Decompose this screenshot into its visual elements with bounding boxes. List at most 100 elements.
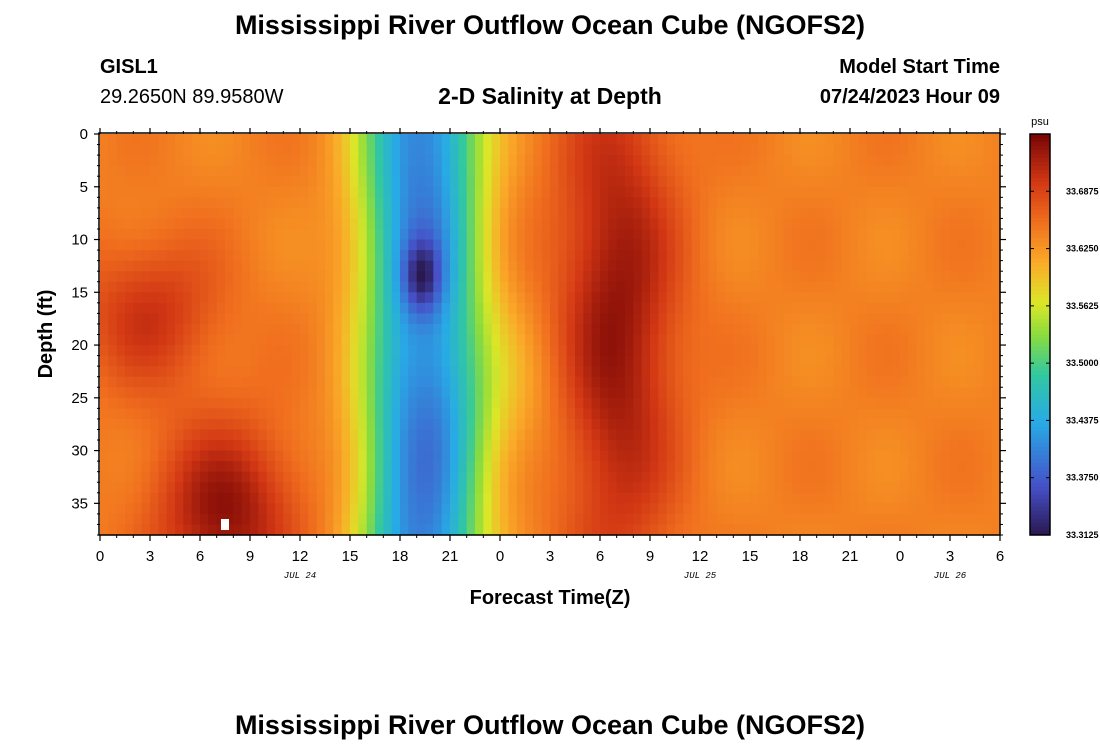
heatmap-cell	[591, 323, 601, 336]
heatmap-cell	[675, 334, 684, 346]
heatmap-cell	[575, 524, 584, 536]
heatmap-cell	[891, 155, 901, 167]
heatmap-cell	[925, 176, 934, 188]
heatmap-cell	[650, 292, 659, 304]
heatmap-cell	[316, 408, 326, 420]
heatmap-cell	[375, 408, 384, 420]
heatmap-cell	[633, 176, 643, 188]
heatmap-cell	[950, 260, 959, 272]
heatmap-cell	[625, 218, 634, 230]
heatmap-cell	[766, 492, 776, 504]
heatmap-cell	[833, 176, 843, 188]
heatmap-cell	[616, 186, 626, 198]
heatmap-cell	[983, 313, 993, 325]
heatmap-cell	[850, 155, 859, 167]
heatmap-cell	[183, 524, 193, 536]
heatmap-cell	[416, 165, 426, 177]
heatmap-cell	[908, 250, 918, 262]
heatmap-cell	[650, 418, 659, 431]
heatmap-cell	[216, 440, 226, 452]
heatmap-cell	[383, 250, 393, 262]
heatmap-cell	[841, 323, 851, 336]
heatmap-cell	[133, 482, 143, 494]
heatmap-cell	[458, 503, 468, 515]
heatmap-cell	[250, 271, 259, 283]
heatmap-cell	[958, 250, 968, 262]
heatmap-cell	[383, 450, 393, 462]
heatmap-cell	[908, 302, 918, 314]
heatmap-cell	[300, 207, 309, 220]
heatmap-cell	[525, 397, 534, 409]
x-tick-label: 0	[896, 548, 904, 565]
heatmap-cell	[400, 513, 409, 526]
heatmap-cell	[566, 376, 576, 388]
heatmap-cell	[316, 345, 326, 357]
heatmap-cell	[841, 281, 851, 293]
heatmap-cell	[950, 271, 959, 283]
heatmap-cell	[941, 418, 951, 431]
heatmap-cell	[850, 397, 859, 409]
heatmap-cell	[183, 186, 193, 198]
heatmap-cell	[133, 250, 143, 262]
heatmap-cell	[366, 218, 376, 230]
heatmap-cell	[600, 397, 609, 409]
heatmap-cell	[741, 461, 751, 473]
heatmap-cell	[908, 387, 918, 399]
heatmap-cell	[975, 471, 984, 483]
heatmap-cell	[375, 250, 384, 262]
heatmap-cell	[150, 176, 159, 188]
heatmap-cell	[583, 302, 593, 314]
heatmap-cell	[716, 281, 726, 293]
heatmap-cell	[591, 397, 601, 409]
heatmap-cell	[308, 323, 318, 336]
heatmap-cell	[741, 176, 751, 188]
heatmap-cell	[450, 376, 459, 388]
heatmap-cell	[625, 408, 634, 420]
heatmap-cell	[575, 376, 584, 388]
heatmap-cell	[966, 376, 976, 388]
heatmap-cell	[658, 250, 668, 262]
heatmap-cell	[383, 186, 393, 198]
colorbar-swatch	[1030, 482, 1050, 488]
heatmap-cell	[408, 260, 418, 272]
colorbar-swatch	[1030, 174, 1050, 179]
heatmap-cell	[625, 239, 634, 251]
heatmap-cell	[516, 376, 526, 388]
colorbar-swatch	[1030, 438, 1050, 444]
heatmap-cell	[616, 313, 626, 325]
heatmap-cell	[783, 418, 793, 431]
heatmap-cell	[975, 503, 984, 515]
heatmap-cell	[375, 461, 384, 473]
heatmap-cell	[458, 197, 468, 209]
heatmap-cell	[325, 408, 334, 420]
heatmap-cell	[558, 144, 568, 156]
heatmap-cell	[808, 207, 818, 220]
heatmap-cell	[583, 355, 593, 367]
heatmap-cell	[766, 461, 776, 473]
heatmap-cell	[258, 323, 268, 336]
colorbar-swatch	[1030, 330, 1050, 335]
heatmap-cell	[316, 482, 326, 494]
heatmap-cell	[533, 197, 543, 209]
heatmap-cell	[941, 313, 951, 325]
heatmap-cell	[675, 471, 684, 483]
heatmap-cell	[833, 387, 843, 399]
heatmap-cell	[791, 292, 801, 304]
heatmap-cell	[666, 418, 676, 431]
heatmap-cell	[858, 355, 868, 367]
heatmap-cell	[108, 260, 118, 272]
heatmap-cell	[741, 186, 751, 198]
heatmap-cell	[766, 250, 776, 262]
heatmap-cell	[141, 355, 151, 367]
heatmap-cell	[875, 292, 884, 304]
heatmap-cell	[366, 165, 376, 177]
heatmap-cell	[391, 513, 401, 526]
heatmap-cell	[683, 471, 693, 483]
heatmap-cell	[133, 134, 143, 146]
heatmap-cell	[700, 408, 709, 420]
heatmap-cell	[225, 176, 234, 188]
heatmap-cell	[125, 186, 134, 198]
heatmap-cell	[225, 513, 234, 526]
heatmap-cell	[833, 355, 843, 367]
heatmap-cell	[850, 281, 859, 293]
